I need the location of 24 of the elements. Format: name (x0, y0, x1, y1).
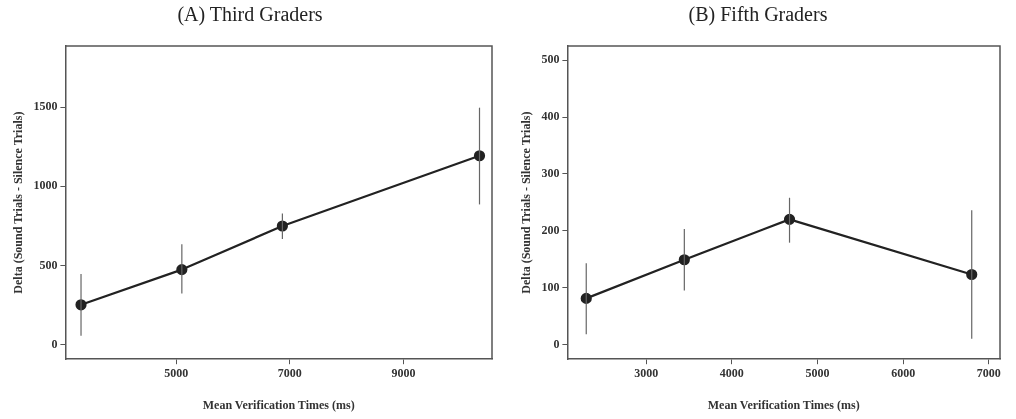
x-tick-label: 4000 (719, 366, 744, 381)
y-tick-label: 0 (51, 337, 58, 352)
x-tick-label: 9000 (391, 366, 416, 381)
chart-title: (B) Fifth Graders (688, 3, 828, 27)
y-tick-label: 200 (541, 222, 560, 237)
y-tick-label: 100 (541, 279, 560, 294)
x-tick-label: 7000 (976, 366, 1001, 381)
chart-title: (A) Third Graders (177, 3, 323, 27)
y-tick-label: 1000 (33, 178, 58, 193)
x-tick-label: 5000 (805, 366, 830, 381)
x-tick-label: 6000 (891, 366, 916, 381)
y-tick-label: 0 (553, 336, 560, 351)
x-axis-title: Mean Verification Times (ms) (707, 397, 860, 412)
y-tick-label: 300 (541, 165, 560, 180)
y-tick-label: 500 (39, 257, 58, 272)
y-tick-label: 500 (541, 52, 560, 67)
x-tick-label: 5000 (164, 366, 189, 381)
y-tick-label: 400 (541, 109, 560, 124)
x-axis-title: Mean Verification Times (ms) (202, 397, 355, 412)
x-tick-label: 7000 (277, 366, 302, 381)
y-axis-title: Delta (Sound Trials - Silence Trials) (11, 111, 26, 294)
y-tick-label: 1500 (33, 99, 58, 114)
y-axis-title: Delta (Sound Trials - Silence Trials) (519, 111, 534, 294)
x-tick-label: 3000 (634, 366, 659, 381)
